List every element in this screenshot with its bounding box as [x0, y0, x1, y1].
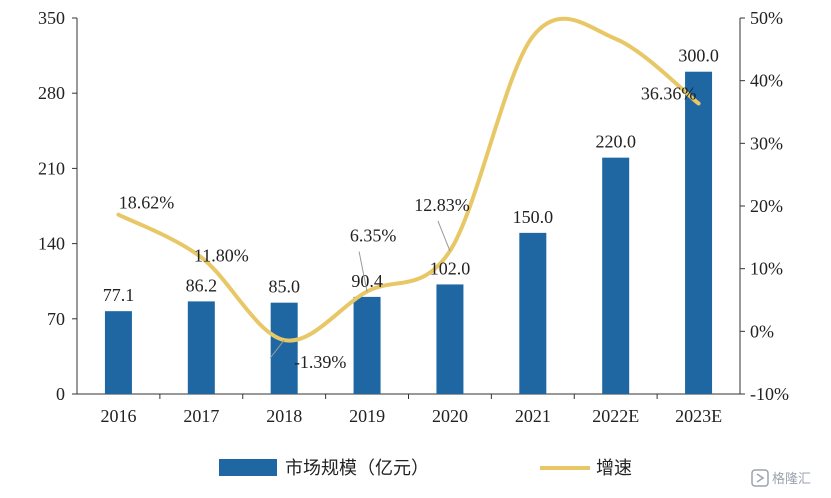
bar — [685, 71, 713, 394]
y-right-tick-label: -10% — [750, 384, 789, 404]
data-labels: 77.1 86.2 85.0 90.4 102.0 150.0 220.0 300.0 18.6… — [103, 46, 719, 372]
y-left-tick-label: 140 — [38, 234, 65, 254]
bar-data-label: 85.0 — [268, 277, 300, 297]
y-left-tick-label: 210 — [38, 158, 65, 178]
growth-data-label: 18.62% — [119, 193, 175, 213]
bar-data-label: 220.0 — [595, 132, 636, 152]
y-right-tick-label: 30% — [750, 133, 783, 153]
bar — [104, 311, 132, 394]
bar — [519, 232, 547, 394]
growth-data-label: -1.39% — [294, 352, 347, 372]
label-leader-line — [269, 339, 285, 359]
bar-data-label: 300.0 — [678, 46, 719, 66]
bar — [270, 302, 298, 394]
bar-data-label: 86.2 — [186, 275, 218, 295]
growth-line — [116, 16, 701, 343]
x-tick-label: 2023E — [675, 406, 722, 426]
y-left-tick-label: 0 — [56, 384, 65, 404]
label-leader-line — [437, 220, 451, 252]
watermark: 格隆汇 — [751, 469, 811, 487]
x-tick-label: 2019 — [349, 406, 385, 426]
x-tick-label: 2022E — [592, 406, 639, 426]
bar-series — [104, 71, 713, 394]
y-left-tick-label: 70 — [47, 309, 65, 329]
y-right-tick-label: 0% — [750, 321, 774, 341]
bar — [187, 301, 215, 394]
legend: 市场规模（亿元） 增速 — [219, 458, 632, 479]
bar-data-label: 150.0 — [513, 207, 554, 227]
bar — [436, 284, 464, 394]
growth-data-label: 6.35% — [350, 226, 397, 246]
legend-label-bar: 市场规模（亿元） — [285, 458, 429, 479]
y-right-tick-label: 50% — [750, 8, 783, 28]
bar — [353, 296, 381, 394]
label-leader-line — [358, 251, 368, 292]
y-right-tick-label: 10% — [750, 259, 783, 279]
growth-data-label: 12.83% — [414, 195, 470, 215]
x-tick-label: 2018 — [266, 406, 302, 426]
growth-data-label: 11.80% — [194, 245, 249, 265]
x-tick-label: 2020 — [432, 406, 468, 426]
axes: 0 70 140 210 280 350 -10% 0% 10% 20% 30% 40% 50% 2016… — [38, 8, 789, 426]
x-tick-label: 2017 — [183, 406, 219, 426]
bar-data-label: 90.4 — [351, 271, 383, 291]
legend-swatch-bar — [219, 459, 277, 476]
x-tick-label: 2016 — [100, 406, 136, 426]
bar-data-label: 102.0 — [430, 258, 471, 278]
bar-data-label: 77.1 — [103, 285, 135, 305]
watermark-text: 格隆汇 — [772, 471, 811, 487]
y-left-tick-label: 280 — [38, 83, 65, 103]
x-tick-label: 2021 — [515, 406, 551, 426]
y-right-tick-label: 40% — [750, 71, 783, 91]
bar — [602, 157, 630, 394]
watermark-logo-icon — [751, 469, 769, 487]
y-left-tick-label: 350 — [38, 8, 65, 28]
growth-data-label: 36.36% — [641, 83, 697, 103]
legend-label-line: 增速 — [596, 458, 632, 479]
y-right-tick-label: 20% — [750, 196, 783, 216]
